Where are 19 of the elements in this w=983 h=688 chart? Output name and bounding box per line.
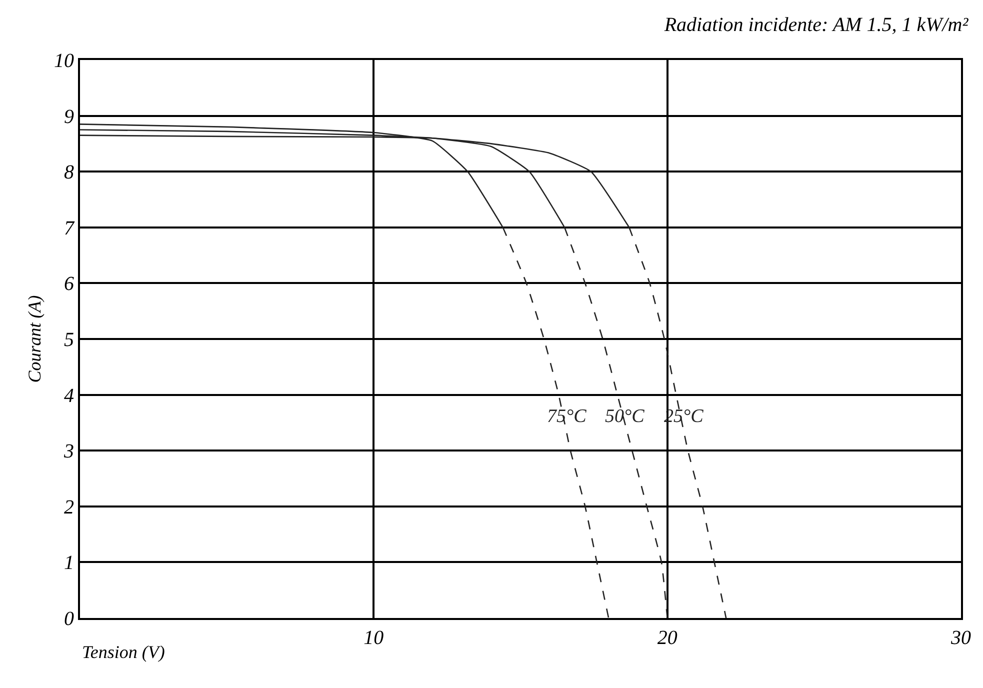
annotation: 50°C	[605, 406, 645, 427]
y-tick-label: 1	[64, 552, 74, 574]
chart-title: Radiation incidente: AM 1.5, 1 kW/m²	[663, 14, 970, 36]
x-tick-label: 10	[364, 627, 384, 649]
y-tick-label: 9	[64, 106, 74, 128]
x-tick-label: 30	[950, 627, 971, 649]
x-axis-title: Tension (V)	[82, 642, 165, 662]
y-tick-label: 8	[64, 162, 74, 184]
y-axis-title: Courant (A)	[24, 295, 45, 383]
y-tick-label: 10	[54, 50, 74, 72]
y-tick-label: 6	[64, 273, 74, 296]
y-tick-label: 4	[64, 384, 74, 407]
y-tick-label: 3	[63, 440, 74, 463]
annotation: 75°C	[547, 406, 587, 427]
y-tick-label: 0	[64, 608, 74, 630]
y-tick-label: 5	[64, 329, 74, 351]
x-tick-label: 20	[657, 627, 678, 649]
y-tick-label: 7	[64, 217, 75, 240]
y-tick-label: 2	[64, 496, 74, 518]
